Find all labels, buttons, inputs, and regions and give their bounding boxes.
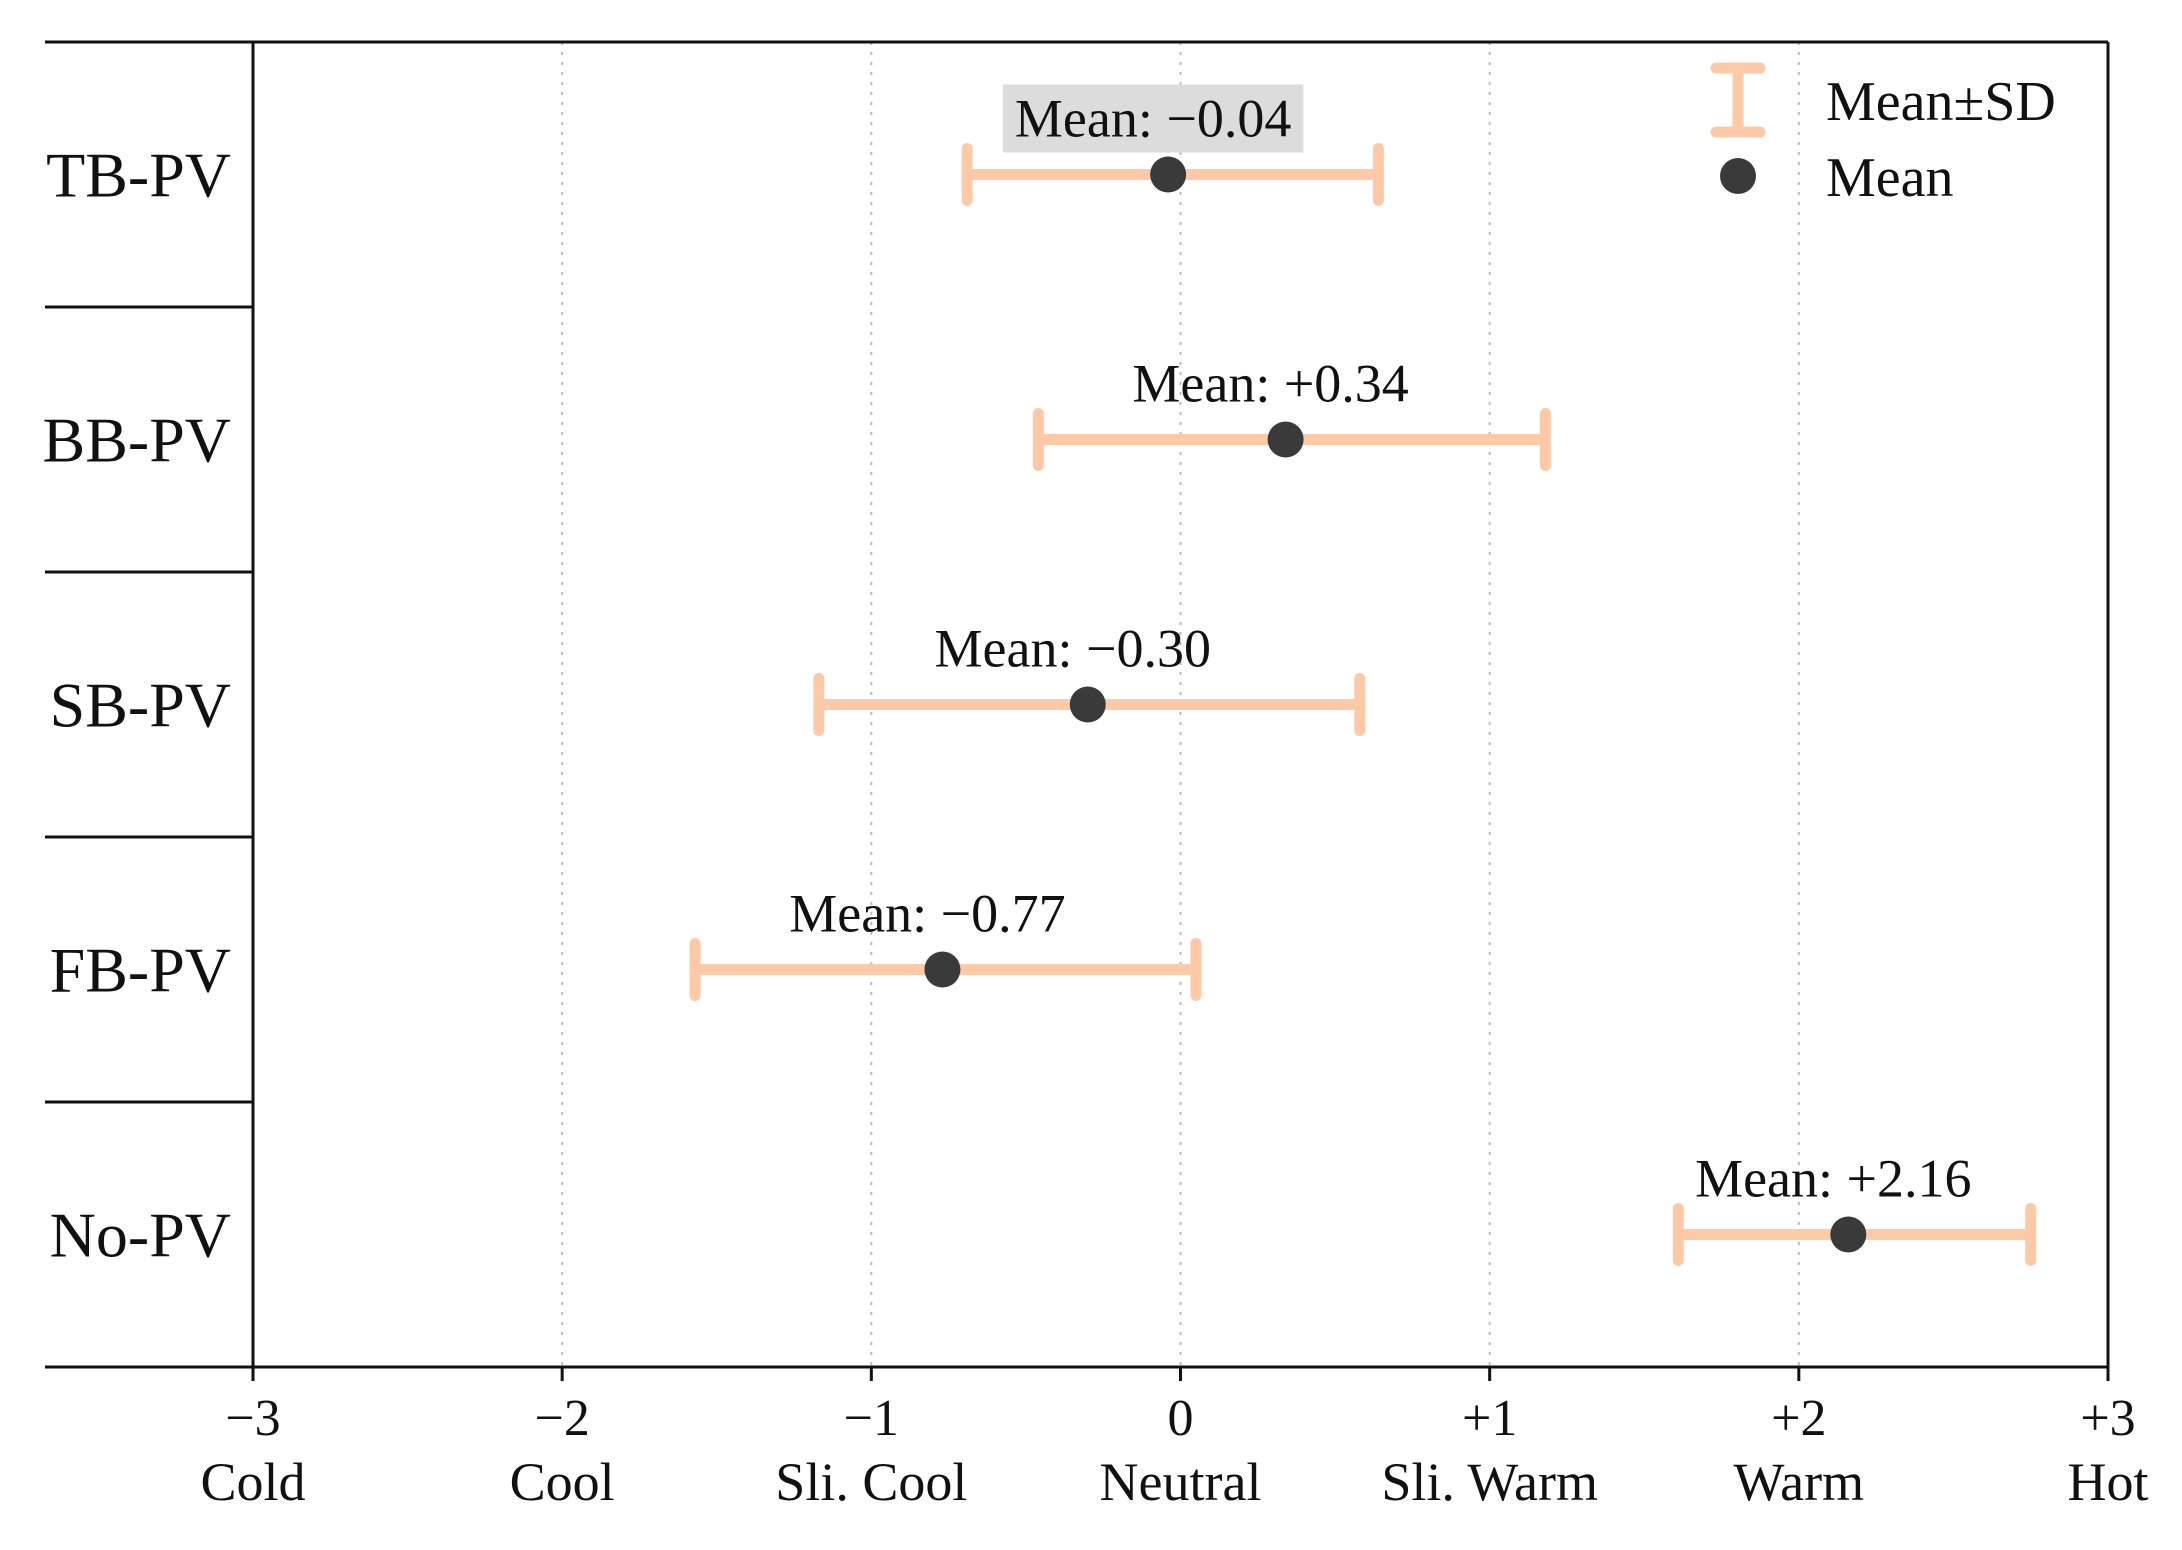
- mean-label: Mean: −0.30: [935, 619, 1211, 679]
- errorbar-group: [689, 938, 1202, 1001]
- mean-label: Mean: −0.77: [789, 884, 1065, 944]
- x-tick-number: +2: [1771, 1390, 1826, 1447]
- legend-label-mean: Mean: [1826, 147, 1954, 209]
- x-tick-word: Sli. Cool: [775, 1452, 967, 1512]
- mean-labels: Mean: −0.04 Mean: +0.34 Mean: −0.30 Mean: −…: [789, 84, 1972, 1209]
- x-tick-word: Hot: [2068, 1452, 2149, 1512]
- mean-label-highlight-box: [1002, 84, 1304, 153]
- mean-point: [924, 951, 961, 988]
- errorbar-group: [813, 673, 1366, 736]
- x-tick-number: 0: [1168, 1390, 1194, 1447]
- error-bars: [689, 143, 2037, 1266]
- x-tick-number: −2: [535, 1390, 590, 1447]
- mean-label: Mean: +0.34: [1132, 354, 1408, 414]
- x-tick-number: +3: [2080, 1390, 2135, 1447]
- x-tick-word: Warm: [1734, 1452, 1865, 1512]
- x-tick-number: −1: [844, 1390, 899, 1447]
- x-tick-word: Sli. Warm: [1381, 1452, 1598, 1512]
- legend-mean-dot: [1720, 158, 1756, 194]
- x-tick-word: Cool: [510, 1452, 615, 1512]
- mean-point: [1830, 1216, 1867, 1253]
- x-tick-word: Cold: [200, 1452, 305, 1512]
- errorbar-group: [961, 143, 1384, 206]
- x-tick-number: −3: [225, 1390, 280, 1447]
- category-label: BB-PV: [43, 405, 232, 476]
- mean-label: Mean: +2.16: [1695, 1149, 1971, 1209]
- axes: TB-PV BB-PV SB-PV FB-PV No-PV: [43, 40, 2110, 1369]
- category-label: SB-PV: [50, 670, 231, 741]
- legend-label-mean-sd: Mean±SD: [1826, 71, 2056, 133]
- x-tick-number: +1: [1462, 1390, 1517, 1447]
- category-label: FB-PV: [50, 935, 231, 1006]
- mean-label: Mean: −0.04: [1015, 89, 1291, 149]
- mean-point: [1069, 686, 1106, 723]
- x-tick-word: Neutral: [1100, 1452, 1262, 1512]
- category-label: TB-PV: [46, 140, 231, 211]
- legend: Mean±SD Mean: [1710, 62, 2056, 209]
- legend-errorbar-icon: [1710, 62, 1766, 138]
- mean-point: [1267, 421, 1304, 458]
- mean-point: [1150, 156, 1187, 193]
- category-label: No-PV: [50, 1200, 231, 1271]
- errorbar-group: [1672, 1203, 2037, 1266]
- errorbar-group: [1032, 408, 1551, 471]
